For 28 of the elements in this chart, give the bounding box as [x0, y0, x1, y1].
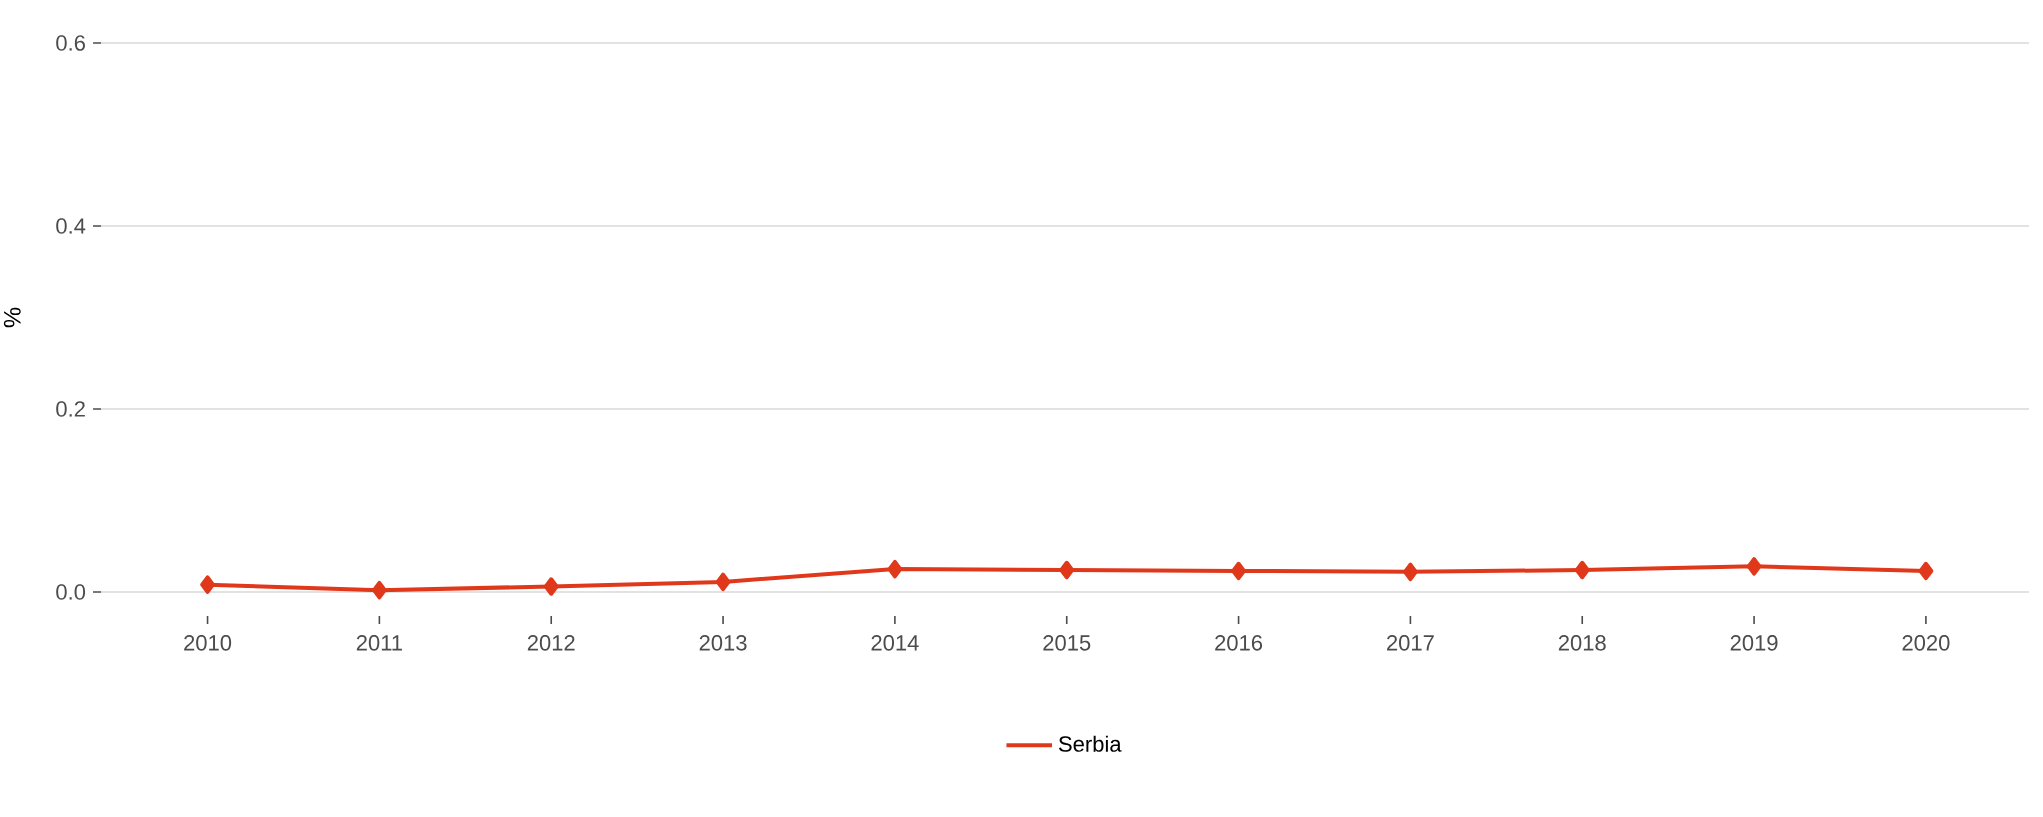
x-tick-label: 2012 — [527, 635, 575, 651]
point — [887, 559, 903, 579]
x-tick-label: 2016 — [1215, 635, 1263, 651]
y-tick-label: 0.4 — [56, 218, 86, 234]
point — [1231, 561, 1246, 581]
point — [1403, 562, 1418, 582]
point — [543, 577, 559, 596]
point — [1746, 557, 1762, 576]
point — [371, 580, 387, 600]
x-tick-label: 2013 — [699, 635, 747, 651]
y-tick-label: 0.2 — [56, 401, 85, 417]
point — [715, 572, 731, 592]
y-tick-label: 0.6 — [56, 35, 85, 51]
y-axis-title: % — [3, 307, 21, 328]
point — [1918, 561, 1934, 581]
legend-label: Serbia — [1058, 735, 1122, 752]
point — [1059, 560, 1075, 580]
x-tick-label: 2019 — [1730, 635, 1778, 651]
x-tick-label: 2015 — [1043, 635, 1091, 651]
x-tick-label: 2010 — [184, 635, 232, 651]
x-tick-label: 2011 — [356, 635, 402, 651]
x-tick-label: 2018 — [1558, 635, 1606, 651]
x-tick-label: 2020 — [1902, 635, 1950, 651]
point — [1574, 560, 1590, 580]
point — [200, 575, 215, 594]
x-tick-label: 2014 — [871, 635, 919, 651]
x-tick-label: 2017 — [1387, 635, 1434, 651]
y-tick-label: 0.0 — [56, 584, 86, 600]
